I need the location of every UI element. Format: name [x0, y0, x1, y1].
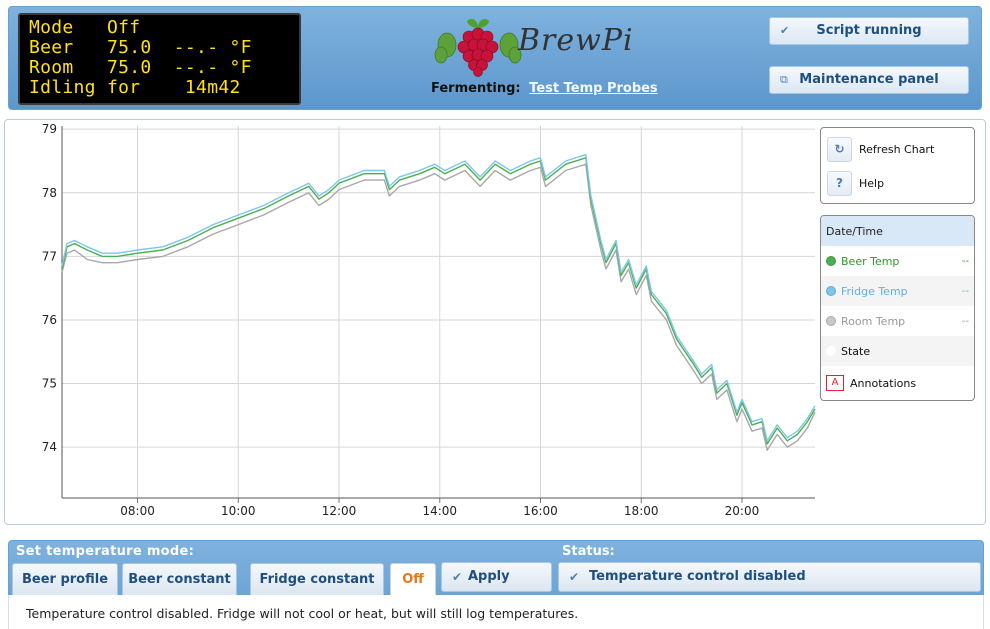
- room-temp-dot-icon: [826, 316, 836, 326]
- status-label: Status:: [562, 544, 615, 559]
- check-icon: ✔: [569, 570, 580, 584]
- mode-label: Set temperature mode:: [16, 544, 195, 559]
- chart-grid: [62, 126, 815, 498]
- legend-room-temp-value: --: [961, 315, 969, 327]
- beer-name-link[interactable]: Test Temp Probes: [529, 81, 658, 96]
- legend-state[interactable]: State: [821, 336, 974, 366]
- x-tick-label: 16:00: [523, 504, 558, 518]
- maintenance-panel-button[interactable]: ⧉ Maintenance panel: [769, 66, 969, 94]
- legend-room-temp-label: Room Temp: [841, 314, 906, 328]
- refresh-chart-button[interactable]: ↻ Refresh Chart: [827, 136, 935, 162]
- legend-annotations[interactable]: A Annotations: [821, 368, 974, 398]
- tab-beer-constant[interactable]: Beer constant: [122, 563, 237, 595]
- tab-fridge-constant[interactable]: Fridge constant: [250, 563, 384, 595]
- refresh-icon: ↻: [827, 136, 852, 162]
- y-tick-label: 75: [42, 377, 57, 391]
- tab-beer-profile[interactable]: Beer profile: [12, 563, 118, 595]
- legend-beer-temp-label: Beer Temp: [841, 254, 900, 268]
- beer-temp-dot-icon: [826, 256, 836, 266]
- lcd-line-state: Idling for 14m42: [29, 77, 241, 98]
- check-icon: ✔: [452, 570, 463, 584]
- brewpi-logo: BrewPi: [433, 15, 633, 77]
- chart-axes: [61, 126, 815, 503]
- help-label: Help: [859, 176, 885, 190]
- x-tick-label: 14:00: [422, 504, 457, 518]
- y-tick-label: 79: [42, 122, 57, 136]
- chart-tick-labels: 74 75 76 77 78 79 08:00 10:00 12:00 14:00 16:00 18:…: [42, 122, 760, 518]
- fermenting-label: Fermenting:: [431, 81, 521, 96]
- legend-state-label: State: [841, 344, 871, 358]
- annotation-icon: A: [826, 375, 844, 391]
- status-text: Temperature control disabled: [589, 569, 806, 584]
- legend-annotations-label: Annotations: [850, 376, 917, 390]
- y-tick-label: 76: [42, 313, 57, 327]
- temperature-chart[interactable]: 74 75 76 77 78 79 08:00 10:00 12:00 14:00 16:00 18:…: [5, 120, 817, 524]
- beer-temp-series-line: [61, 157, 816, 445]
- header-bar: Mode Off Beer 75.0 --.- °F Room 75.0 --.…: [8, 6, 982, 110]
- lcd-line-room: Room 75.0 --.- °F: [29, 57, 252, 78]
- refresh-chart-label: Refresh Chart: [859, 142, 935, 156]
- fridge-temp-series-line: [61, 153, 816, 442]
- legend-room-temp[interactable]: Room Temp --: [821, 306, 974, 336]
- legend-fridge-temp[interactable]: Fridge Temp --: [821, 276, 974, 306]
- script-status-label: Script running: [816, 23, 922, 38]
- mode-description: Temperature control disabled. Fridge wil…: [26, 606, 579, 621]
- lcd-line-mode: Mode Off: [29, 17, 141, 38]
- apply-label: Apply: [468, 569, 510, 584]
- tab-off[interactable]: Off: [390, 563, 436, 595]
- lcd-display: Mode Off Beer 75.0 --.- °F Room 75.0 --.…: [18, 13, 301, 105]
- x-tick-label: 08:00: [120, 504, 155, 518]
- mode-description-panel: Temperature control disabled. Fridge wil…: [8, 595, 984, 629]
- x-tick-label: 12:00: [322, 504, 357, 518]
- fermenting-info: Fermenting: Test Temp Probes: [431, 81, 658, 96]
- legend-date-time: Date/Time: [821, 216, 974, 246]
- chart-controls: ↻ Refresh Chart ? Help: [820, 127, 975, 204]
- y-tick-label: 78: [42, 186, 57, 200]
- legend-fridge-temp-value: --: [961, 285, 969, 297]
- x-tick-label: 18:00: [624, 504, 659, 518]
- y-tick-label: 77: [42, 249, 57, 263]
- x-tick-label: 10:00: [221, 504, 256, 518]
- check-icon: ✔: [780, 24, 790, 37]
- chart-legend: Date/Time Beer Temp -- Fridge Temp -- Ro…: [820, 215, 975, 401]
- temperature-control-panel: Set temperature mode: Status: Beer profi…: [8, 540, 984, 595]
- raspberry-icon: [434, 18, 522, 77]
- script-status-button[interactable]: ✔ Script running: [769, 17, 969, 45]
- brand-name: BrewPi: [518, 23, 634, 58]
- fridge-temp-dot-icon: [826, 286, 836, 296]
- room-temp-series-line: [61, 163, 816, 451]
- chart-container: 74 75 76 77 78 79 08:00 10:00 12:00 14:00 16:00 18:…: [4, 119, 986, 525]
- state-dot-icon: [826, 346, 836, 356]
- y-tick-label: 74: [42, 440, 57, 454]
- help-button[interactable]: ? Help: [827, 170, 885, 196]
- status-indicator: ✔ Temperature control disabled: [558, 562, 981, 592]
- apply-button[interactable]: ✔ Apply: [441, 562, 552, 592]
- lcd-line-beer: Beer 75.0 --.- °F: [29, 37, 252, 58]
- chart-series: [61, 153, 816, 451]
- legend-beer-temp-value: --: [961, 255, 969, 267]
- help-icon: ?: [827, 170, 852, 196]
- maintenance-panel-label: Maintenance panel: [799, 72, 939, 87]
- legend-beer-temp[interactable]: Beer Temp --: [821, 246, 974, 276]
- legend-date-time-label: Date/Time: [826, 224, 883, 238]
- legend-fridge-temp-label: Fridge Temp: [841, 284, 908, 298]
- x-tick-label: 20:00: [725, 504, 760, 518]
- window-icon: ⧉: [780, 73, 788, 86]
